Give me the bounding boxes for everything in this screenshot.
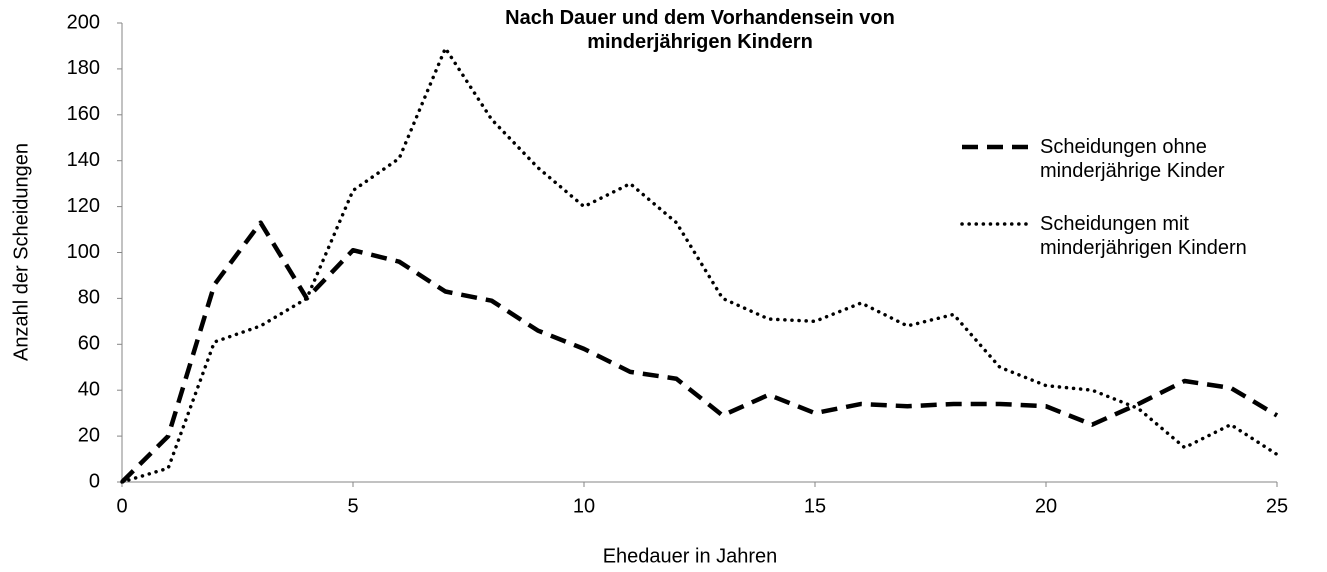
y-tick-label: 40 bbox=[78, 378, 100, 400]
x-tick-label: 0 bbox=[116, 495, 127, 517]
y-tick-label: 120 bbox=[67, 195, 100, 217]
series-line bbox=[120, 220, 1279, 484]
y-tick-label: 60 bbox=[78, 333, 100, 355]
x-tick-label: 15 bbox=[804, 495, 826, 517]
y-tick-label: 180 bbox=[67, 57, 100, 79]
y-tick-label: 160 bbox=[67, 103, 100, 125]
y-tick-label: 200 bbox=[67, 11, 100, 33]
series-line bbox=[120, 46, 1279, 484]
y-tick-label: 20 bbox=[78, 424, 100, 446]
x-tick-label: 10 bbox=[573, 495, 595, 517]
y-tick-label: 80 bbox=[78, 287, 100, 309]
y-tick-label: 140 bbox=[67, 149, 100, 171]
y-axis-label: Anzahl der Scheidungen bbox=[10, 143, 32, 361]
y-tick-label: 100 bbox=[67, 241, 100, 263]
legend-label: Scheidungen ohne minderjährige Kinder bbox=[1040, 136, 1225, 182]
x-tick-label: 25 bbox=[1266, 495, 1288, 517]
y-tick-label: 0 bbox=[89, 470, 100, 492]
x-axis-label: Ehedauer in Jahren bbox=[603, 545, 778, 567]
x-tick-label: 5 bbox=[347, 495, 358, 517]
chart-title: Nach Dauer und dem Vorhandensein von min… bbox=[505, 7, 895, 53]
legend-label: Scheidungen mit minderjährigen Kindern bbox=[1040, 213, 1247, 259]
x-tick-label: 20 bbox=[1035, 495, 1057, 517]
